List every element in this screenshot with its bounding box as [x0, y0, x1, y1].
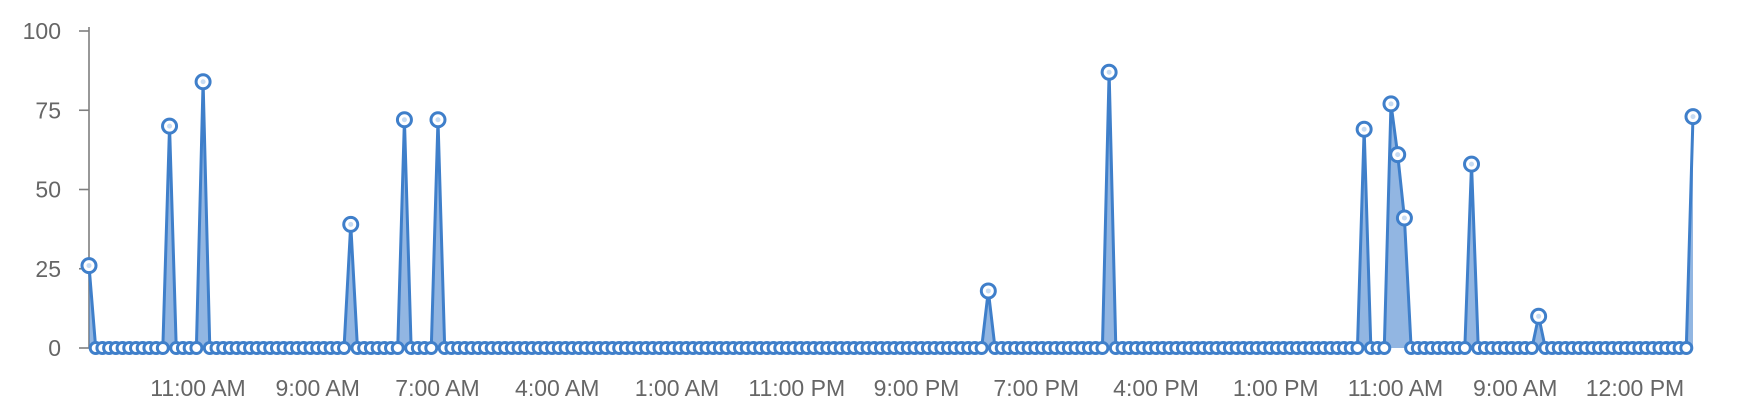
x-tick-label: 4:00 AM	[515, 375, 599, 401]
x-tick-label: 9:00 PM	[874, 375, 960, 401]
y-tick-label: 0	[48, 335, 61, 361]
data-point-center	[167, 123, 173, 129]
series-area	[89, 72, 1693, 349]
data-point[interactable]	[1524, 341, 1539, 355]
x-tick-label: 12:00 PM	[1586, 375, 1684, 401]
data-point-center	[435, 117, 441, 123]
series-line	[87, 70, 1695, 350]
data-point-center	[401, 117, 407, 123]
x-tick-label: 4:00 PM	[1113, 375, 1199, 401]
x-axis: 11:00 AM 9:00 AM 7:00 AM 4:00 AM 1:00 AM 11:0…	[150, 375, 1684, 401]
data-point[interactable]	[1095, 341, 1110, 355]
series	[80, 63, 1702, 355]
data-point-center	[985, 288, 991, 294]
data-point-center	[1690, 114, 1696, 120]
data-point[interactable]	[390, 341, 405, 355]
data-point-center	[1395, 152, 1401, 158]
y-axis: 0 25 50 75 100	[23, 18, 90, 361]
y-tick-label: 25	[35, 256, 61, 282]
data-point[interactable]	[1350, 341, 1365, 355]
x-tick-label: 9:00 AM	[276, 375, 360, 401]
x-tick-label: 11:00 AM	[1348, 375, 1443, 401]
data-point-center	[200, 79, 206, 85]
data-point[interactable]	[424, 341, 439, 355]
data-point[interactable]	[189, 341, 204, 355]
data-point-center	[348, 221, 354, 227]
data-point[interactable]	[1679, 341, 1694, 355]
data-point-center	[1361, 126, 1367, 132]
x-tick-label: 1:00 AM	[635, 375, 719, 401]
y-tick-label: 75	[35, 97, 61, 123]
data-point[interactable]	[974, 341, 989, 355]
data-point[interactable]	[1457, 341, 1472, 355]
x-tick-label: 7:00 PM	[993, 375, 1079, 401]
x-tick-label: 11:00 PM	[748, 375, 845, 401]
data-point-center	[1536, 313, 1542, 319]
data-point[interactable]	[337, 341, 352, 355]
data-point[interactable]	[155, 341, 170, 355]
data-point-center	[1106, 69, 1112, 75]
data-point-center	[1401, 215, 1407, 221]
x-tick-label: 11:00 AM	[150, 375, 245, 401]
data-point-center	[86, 263, 92, 269]
data-point[interactable]	[1377, 341, 1392, 355]
y-tick-label: 50	[35, 177, 61, 203]
x-tick-label: 9:00 AM	[1473, 375, 1557, 401]
y-tick-label: 100	[23, 18, 61, 44]
x-tick-label: 1:00 PM	[1233, 375, 1319, 401]
data-point-center	[1469, 161, 1475, 167]
x-tick-label: 7:00 AM	[395, 375, 479, 401]
data-point-center	[1388, 101, 1394, 107]
